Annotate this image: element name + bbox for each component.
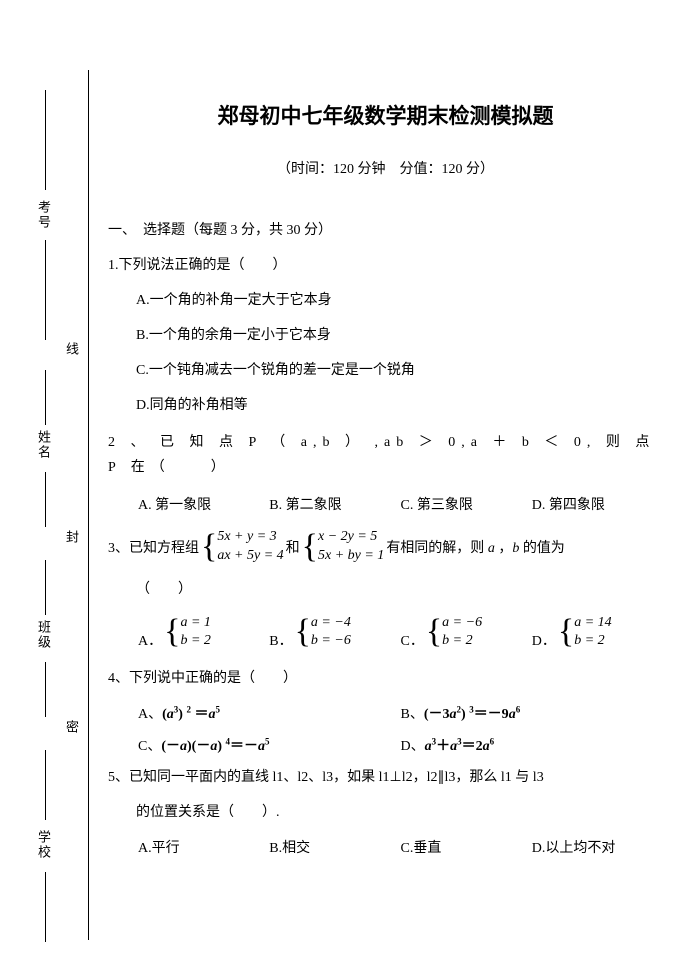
label-xian: 线	[62, 342, 81, 357]
underline-4	[45, 472, 46, 527]
underline-2	[45, 240, 46, 340]
q4-opt-d: D、a3＋a3＝2a6	[401, 735, 664, 755]
q3-sys2: { x − 2y = 5 5x + by = 1	[302, 528, 385, 564]
q4-opt-c: C、(－a)(－a) 4＝－a5	[138, 735, 401, 755]
page-title: 郑母初中七年级数学期末检测模拟题	[108, 100, 663, 130]
underline-6	[45, 662, 46, 717]
q1-opt-b: B.一个角的余角一定小于它本身	[108, 325, 663, 346]
q3-opt-a: A． {a = 1b = 2	[138, 614, 269, 650]
underline-3	[45, 370, 46, 425]
margin-line	[88, 70, 89, 940]
label-banji: 班级	[34, 620, 53, 650]
label-kaohao: 考号	[34, 200, 53, 230]
q1-opt-d: D.同角的补角相等	[108, 395, 663, 416]
q1-stem: 1.下列说法正确的是（ ）	[108, 255, 663, 276]
q3-sys1b: ax + 5y = 4	[217, 547, 283, 565]
underline-5	[45, 560, 46, 615]
q2-opt-d: D. 第四象限	[532, 494, 663, 514]
q4-stem: 4、下列说中正确的是（ ）	[108, 668, 663, 689]
q3-sys2a: x − 2y = 5	[318, 528, 384, 546]
label-feng: 封	[62, 530, 81, 545]
label-mi: 密	[62, 720, 81, 735]
q1-opt-a: A.一个角的补角一定大于它本身	[108, 290, 663, 311]
q5-stem2: 的位置关系是（ ）.	[108, 802, 663, 823]
q4-row2: C、(－a)(－a) 4＝－a5 D、a3＋a3＝2a6	[108, 735, 663, 755]
q3-opt-b: B． {a = −4b = −6	[269, 614, 400, 650]
brace-icon: {	[302, 530, 318, 564]
q3-opt-c: C． {a = −6b = 2	[401, 614, 532, 650]
q1-opt-c: C.一个钝角减去一个锐角的差一定是一个锐角	[108, 360, 663, 381]
label-xuexiao: 学校	[34, 830, 53, 860]
brace-icon: {	[201, 530, 217, 564]
q4-opt-a: A、(a3) 2 ＝a5	[138, 703, 401, 723]
q5-opt-a: A.平行	[138, 837, 269, 857]
q5-stem: 5、已知同一平面内的直线 l1、l2、l3，如果 l1⊥l2，l2∥l3，那么 …	[108, 767, 663, 788]
q3-blank: （ ）	[108, 579, 663, 600]
underline-1	[45, 90, 46, 190]
q2-opt-c: C. 第三象限	[401, 494, 532, 514]
q3-mid: 和	[286, 537, 300, 557]
section-heading: 一、 选择题（每题 3 分，共 30 分）	[108, 220, 663, 241]
underline-7	[45, 750, 46, 820]
page-content: 郑母初中七年级数学期末检测模拟题 （时间：120 分钟 分值：120 分） 一、…	[108, 70, 663, 871]
q2-opt-a: A. 第一象限	[138, 494, 269, 514]
q5-opt-d: D.以上均不对	[532, 837, 663, 857]
q3-opt-d: D． {a = 14b = 2	[532, 614, 663, 650]
q2-opt-b: B. 第二象限	[269, 494, 400, 514]
q3-post: 有相同的解，则 a ，b 的值为	[386, 537, 565, 557]
q3-sys2b: 5x + by = 1	[318, 547, 384, 565]
q4-row1: A、(a3) 2 ＝a5 B、(－3a2) 3＝－9a6	[108, 703, 663, 723]
label-xingming: 姓名	[34, 430, 53, 460]
q2-stem: 2 、 已 知 点 P （ a,b ） ,ab ＞ 0,a ＋ b ＜ 0, 则…	[108, 430, 663, 480]
binding-sidebar: 考号 线 姓名 封 班级 密 学校	[0, 0, 100, 971]
page-subtitle: （时间：120 分钟 分值：120 分）	[108, 158, 663, 178]
q3-sys1a: 5x + y = 3	[217, 528, 283, 546]
q5-opt-b: B.相交	[269, 837, 400, 857]
q5-opt-c: C.垂直	[401, 837, 532, 857]
q5-options: A.平行 B.相交 C.垂直 D.以上均不对	[108, 837, 663, 857]
q4-opt-b: B、(－3a2) 3＝－9a6	[401, 703, 664, 723]
q3-pre: 3、已知方程组	[108, 537, 199, 557]
q3-stem: 3、已知方程组 { 5x + y = 3 ax + 5y = 4 和 { x −…	[108, 528, 663, 564]
q3-options: A． {a = 1b = 2 B． {a = −4b = −6 C． {a = …	[108, 614, 663, 650]
q2-options: A. 第一象限 B. 第二象限 C. 第三象限 D. 第四象限	[108, 494, 663, 514]
q3-sys1: { 5x + y = 3 ax + 5y = 4	[201, 528, 284, 564]
underline-8	[45, 872, 46, 942]
